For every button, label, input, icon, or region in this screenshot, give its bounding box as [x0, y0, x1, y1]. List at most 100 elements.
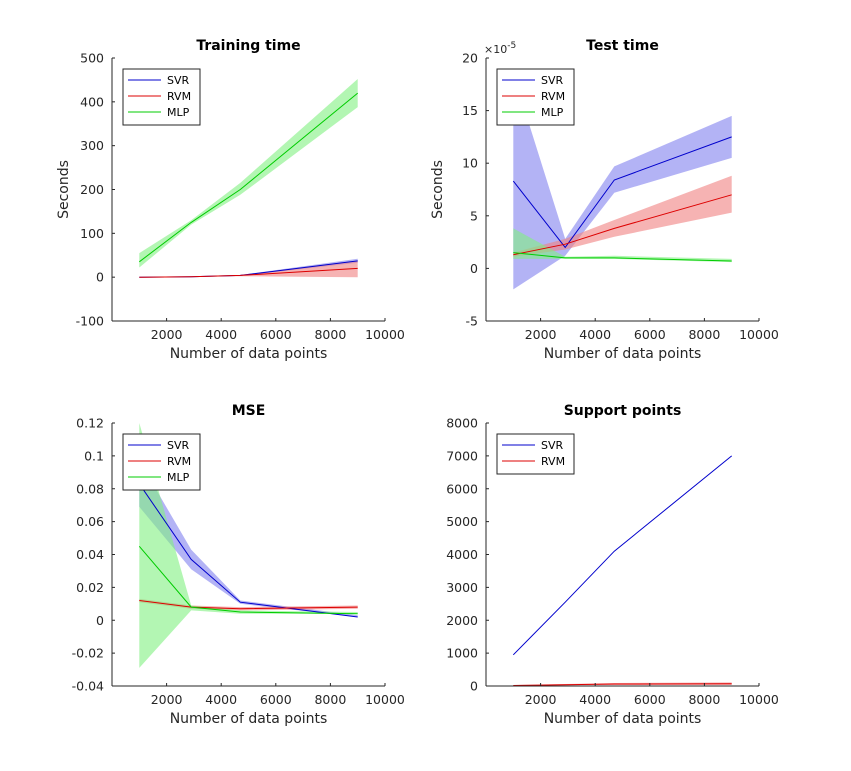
x-axis-label: Number of data points	[170, 711, 328, 727]
line-rvm	[139, 267, 358, 278]
x-tick-label: 10000	[739, 327, 779, 342]
x-tick-label: 4000	[205, 692, 237, 707]
y-tick-label: 0.02	[76, 580, 104, 595]
legend-box	[496, 433, 575, 475]
x-tick-label: 4000	[579, 692, 611, 707]
legend-box	[122, 68, 201, 126]
x-tick-label: 2000	[151, 692, 183, 707]
y-tick-label: 10	[462, 156, 478, 171]
x-tick-label: 8000	[688, 327, 720, 342]
y-axis-label: Seconds	[430, 160, 446, 219]
y-tick-label: 0.04	[76, 547, 104, 562]
y-tick-label: 0	[96, 270, 104, 285]
legend-label-mlp: MLP	[167, 471, 190, 484]
y-tick-label: 5000	[446, 514, 478, 529]
y-tick-label: 15	[462, 103, 478, 118]
x-tick-label: 10000	[365, 692, 405, 707]
subplot-2: 2000 4000 6000 8000 10000 -5 0 5 10 15 20 ×10-5 Test…	[430, 38, 779, 362]
subplot-3: 2000 4000 6000 8000 10000 -0.04 -0.02 0 0.02 0.04…	[72, 403, 405, 727]
legend-label-mlp: MLP	[167, 106, 190, 119]
band-svr	[513, 73, 732, 290]
legend: SVR RVM MLP	[122, 68, 201, 126]
y-tick-label: 7000	[446, 448, 478, 463]
y-tick-label: 6000	[446, 481, 478, 496]
chart-title: Training time	[196, 38, 300, 54]
y-tick-label: 0	[470, 679, 478, 694]
line-rvm	[513, 683, 732, 686]
y-tick-label: 400	[80, 94, 104, 109]
line-rvm	[139, 600, 358, 610]
y-tick-label: 100	[80, 226, 104, 241]
y-tick-label: 0.12	[76, 416, 104, 431]
x-tick-label: 2000	[525, 692, 557, 707]
line-svr	[512, 455, 733, 656]
legend-box	[496, 68, 575, 126]
y-tick-label: 0.06	[76, 514, 104, 529]
x-tick-label: 6000	[634, 692, 666, 707]
y-tick-label: 300	[80, 138, 104, 153]
chart-title: Support points	[564, 403, 682, 419]
y-axis-label: Seconds	[56, 160, 72, 219]
y-tick-label: 200	[80, 182, 104, 197]
x-tick-label: 4000	[579, 327, 611, 342]
y-exponent: ×10-5	[484, 41, 516, 56]
legend-label-svr: SVR	[541, 74, 564, 87]
x-tick-label: 8000	[314, 692, 346, 707]
x-tick-label: 6000	[260, 692, 292, 707]
x-tick-label: 8000	[314, 327, 346, 342]
band-mlp	[139, 423, 358, 668]
x-tick-label: 2000	[525, 327, 557, 342]
y-tick-label: 0.08	[76, 481, 104, 496]
x-tick-label: 2000	[151, 327, 183, 342]
x-tick-label: 6000	[634, 327, 666, 342]
y-tick-label: -0.04	[72, 679, 104, 694]
y-tick-label: -0.02	[72, 646, 104, 661]
chart-title: Test time	[586, 38, 659, 54]
legend-label-rvm: RVM	[167, 455, 191, 468]
legend-label-svr: SVR	[167, 439, 190, 452]
y-tick-label: 4000	[446, 547, 478, 562]
x-tick-label: 4000	[205, 327, 237, 342]
line-mlp	[513, 252, 732, 262]
line-mlp	[138, 545, 358, 615]
line-mlp	[138, 92, 359, 263]
y-tick-label: 5	[470, 208, 478, 223]
legend: SVR RVM MLP	[122, 433, 201, 491]
band-svr	[139, 460, 358, 617]
chart-title: MSE	[232, 403, 266, 419]
y-tick-label: 500	[80, 51, 104, 66]
x-axis-label: Number of data points	[544, 346, 702, 362]
legend-label-svr: SVR	[167, 74, 190, 87]
subplot-4: 2000 4000 6000 8000 10000 0 1000 2000 3000 4000 50…	[446, 403, 779, 727]
legend: SVR RVM	[496, 433, 575, 475]
legend-box	[122, 433, 201, 491]
x-tick-label: 10000	[365, 327, 405, 342]
y-tick-label: -100	[76, 314, 104, 329]
line-rvm	[513, 194, 732, 256]
legend-label-rvm: RVM	[541, 455, 565, 468]
legend-label-rvm: RVM	[167, 90, 191, 103]
line-svr	[512, 136, 732, 249]
band-mlp	[513, 228, 732, 263]
y-exponent-power: -5	[507, 41, 516, 51]
x-axis-label: Number of data points	[544, 711, 702, 727]
line-svr	[138, 483, 358, 618]
legend: SVR RVM MLP	[496, 68, 575, 126]
y-tick-label: 1000	[446, 646, 478, 661]
x-tick-label: 8000	[688, 692, 720, 707]
y-tick-label: 3000	[446, 580, 478, 595]
y-tick-label: 8000	[446, 416, 478, 431]
x-tick-label: 10000	[739, 692, 779, 707]
y-tick-label: -5	[466, 314, 478, 329]
band-rvm	[139, 260, 358, 278]
x-axis-label: Number of data points	[170, 346, 328, 362]
x-tick-label: 6000	[260, 327, 292, 342]
y-tick-label: 0	[470, 261, 478, 276]
legend-label-mlp: MLP	[541, 106, 564, 119]
y-tick-label: 0.1	[84, 448, 104, 463]
y-tick-label: 20	[462, 51, 478, 66]
legend-label-svr: SVR	[541, 439, 564, 452]
subplot-1: 2000 4000 6000 8000 10000 -100 0 100 200 300 400 50…	[56, 38, 405, 362]
legend-label-rvm: RVM	[541, 90, 565, 103]
